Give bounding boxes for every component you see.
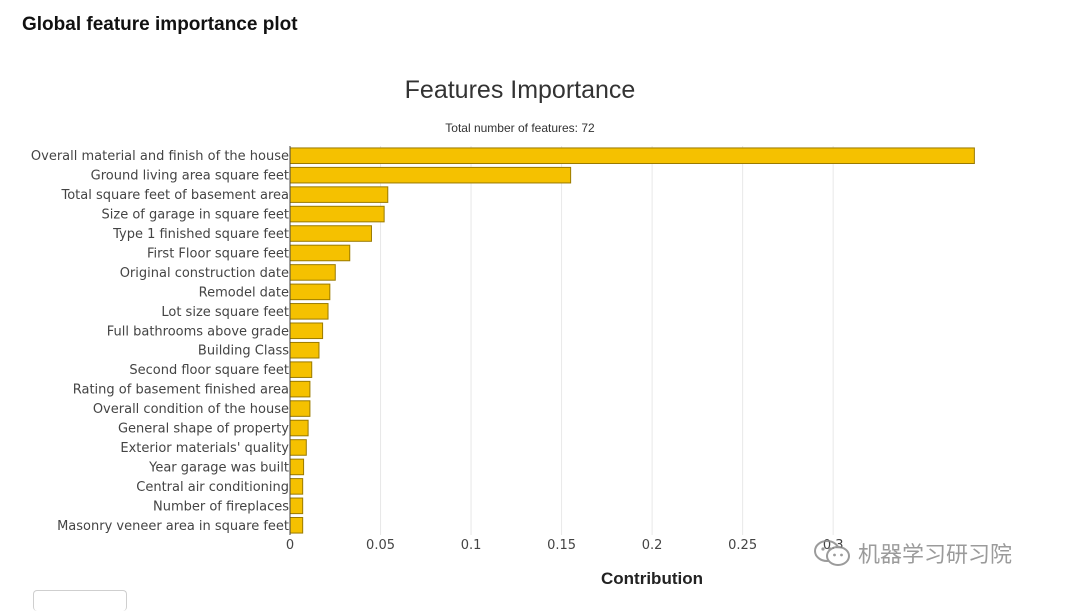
category-label: Exterior materials' quality — [120, 441, 289, 456]
bar[interactable] — [289, 322, 324, 340]
bar[interactable] — [289, 400, 311, 417]
category-label: Total square feet of basement area — [61, 188, 290, 203]
x-tick-label: 0.15 — [547, 538, 576, 553]
category-label: Masonry veneer area in square feet — [57, 519, 289, 534]
x-tick-label: 0.2 — [642, 538, 663, 553]
category-label: Building Class — [198, 344, 289, 359]
chart-title: Features Importance — [405, 76, 636, 104]
bar[interactable] — [289, 283, 331, 301]
category-label: Overall condition of the house — [93, 402, 289, 417]
bar[interactable] — [289, 205, 385, 223]
wechat-icon — [814, 540, 850, 566]
category-label: Size of garage in square feet — [102, 208, 289, 223]
x-tick-label: 0.05 — [366, 538, 395, 553]
category-labels: Overall material and finish of the house… — [31, 149, 289, 534]
category-label: Ground living area square feet — [91, 169, 289, 184]
bar[interactable] — [289, 419, 309, 437]
bars — [289, 147, 975, 534]
watermark-text: 机器学习研习院 — [858, 543, 1013, 568]
category-label: Overall material and finish of the house — [31, 149, 289, 164]
x-axis-ticks: 0 0.05 0.1 0.15 0.2 0.25 0.3 — [286, 538, 844, 553]
bar[interactable] — [289, 244, 351, 262]
bar[interactable] — [289, 497, 304, 515]
x-tick-label: 0.1 — [461, 538, 482, 553]
x-tick-label: 0.25 — [728, 538, 757, 553]
bar[interactable] — [289, 361, 313, 378]
bar[interactable] — [289, 341, 320, 359]
bar[interactable] — [289, 303, 329, 320]
category-label: Number of fireplaces — [153, 499, 289, 514]
x-axis-title: Contribution — [601, 569, 703, 588]
bar[interactable] — [289, 225, 372, 242]
category-label: General shape of property — [118, 422, 289, 437]
category-label: Second floor square feet — [129, 363, 289, 378]
category-label: Year garage was built — [148, 460, 289, 475]
category-label: Rating of basement finished area — [73, 383, 289, 398]
bar[interactable] — [289, 380, 311, 398]
gridlines — [380, 146, 834, 535]
bar[interactable] — [289, 516, 304, 534]
category-label: Full bathrooms above grade — [107, 324, 289, 339]
category-label: Original construction date — [120, 266, 289, 281]
bar[interactable] — [289, 478, 304, 495]
bar[interactable] — [289, 166, 572, 184]
category-label: Type 1 finished square feet — [112, 227, 289, 242]
category-label: Central air conditioning — [136, 480, 289, 495]
bar[interactable] — [289, 458, 305, 476]
bar[interactable] — [289, 264, 336, 281]
category-label: Remodel date — [199, 285, 289, 300]
category-label: First Floor square feet — [147, 246, 289, 261]
category-label: Lot size square feet — [161, 305, 289, 320]
x-tick-label: 0 — [286, 538, 294, 553]
bar[interactable] — [289, 186, 389, 203]
bar[interactable] — [289, 147, 975, 165]
page-heading: Global feature importance plot — [22, 14, 298, 35]
chart-subtitle: Total number of features: 72 — [445, 121, 595, 135]
bar[interactable] — [289, 439, 307, 456]
watermark: 机器学习研习院 — [812, 537, 1012, 569]
